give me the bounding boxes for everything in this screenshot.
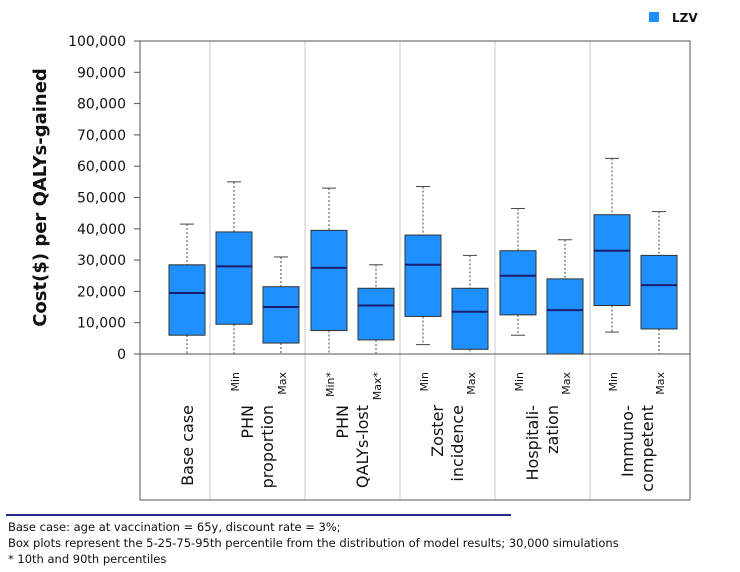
footnote-line-1: Base case: age at vaccination = 65y, dis… (8, 520, 341, 534)
box-variant-label: Min (607, 372, 620, 392)
box-iqr (310, 229, 348, 332)
category-label: Hospitali- (523, 405, 542, 481)
footnote-divider (6, 514, 511, 516)
category-label: competent (638, 405, 657, 492)
box-variant-label: Max (654, 372, 667, 395)
category-label: zation (543, 405, 562, 454)
category-label: proportion (258, 405, 277, 488)
y-tick-label: 60,000 (77, 159, 126, 175)
category-label: PHN (238, 405, 257, 439)
category-label: QALYs-lost (353, 405, 372, 488)
footnote-line-2: Box plots represent the 5-25-75-95th per… (8, 536, 619, 550)
y-axis-title: Cost($) per QALYs-gained (30, 68, 51, 327)
y-tick-label: 50,000 (77, 191, 126, 207)
y-tick-label: 70,000 (77, 128, 126, 144)
box-variant-label: Min (513, 372, 526, 392)
y-tick-label: 40,000 (77, 222, 126, 238)
legend-label: LZV (672, 11, 698, 25)
box-iqr (215, 231, 253, 325)
box-iqr (640, 254, 678, 330)
box-variant-label: Max* (371, 372, 384, 401)
box-iqr (451, 287, 489, 350)
box-iqr (262, 286, 300, 344)
y-tick-label: 100,000 (68, 34, 126, 50)
box-variant-label: Min* (324, 372, 337, 398)
category-label: Base case (178, 405, 197, 486)
category-label: PHN (333, 405, 352, 439)
box-iqr (593, 214, 631, 306)
y-tick-label: 10,000 (77, 316, 126, 332)
box-variant-label: Max (465, 372, 478, 395)
box-iqr (404, 234, 442, 317)
y-tick-label: 90,000 (77, 65, 126, 81)
y-tick-label: 20,000 (77, 284, 126, 300)
box-iqr (168, 264, 206, 336)
y-tick-label: 30,000 (77, 253, 126, 269)
box-iqr (499, 250, 537, 316)
box-iqr (546, 278, 584, 355)
category-label: incidence (448, 405, 467, 482)
box-variant-label: Min (418, 372, 431, 392)
y-tick-label: 0 (117, 347, 126, 363)
box-variant-label: Min (229, 372, 242, 392)
footnote-line-3: * 10th and 90th percentiles (8, 552, 167, 566)
category-label: Zoster (428, 405, 447, 457)
box-variant-label: Max (560, 372, 573, 395)
box-iqr (357, 287, 395, 341)
category-label: Immuno- (618, 405, 637, 477)
box-variant-label: Max (276, 372, 289, 395)
box-plot-chart: LZV 100,000 90,000 80,000 70,000 60,000 50,000… (30, 11, 698, 501)
y-tick-label: 80,000 (77, 97, 126, 113)
legend-swatch (649, 12, 659, 22)
